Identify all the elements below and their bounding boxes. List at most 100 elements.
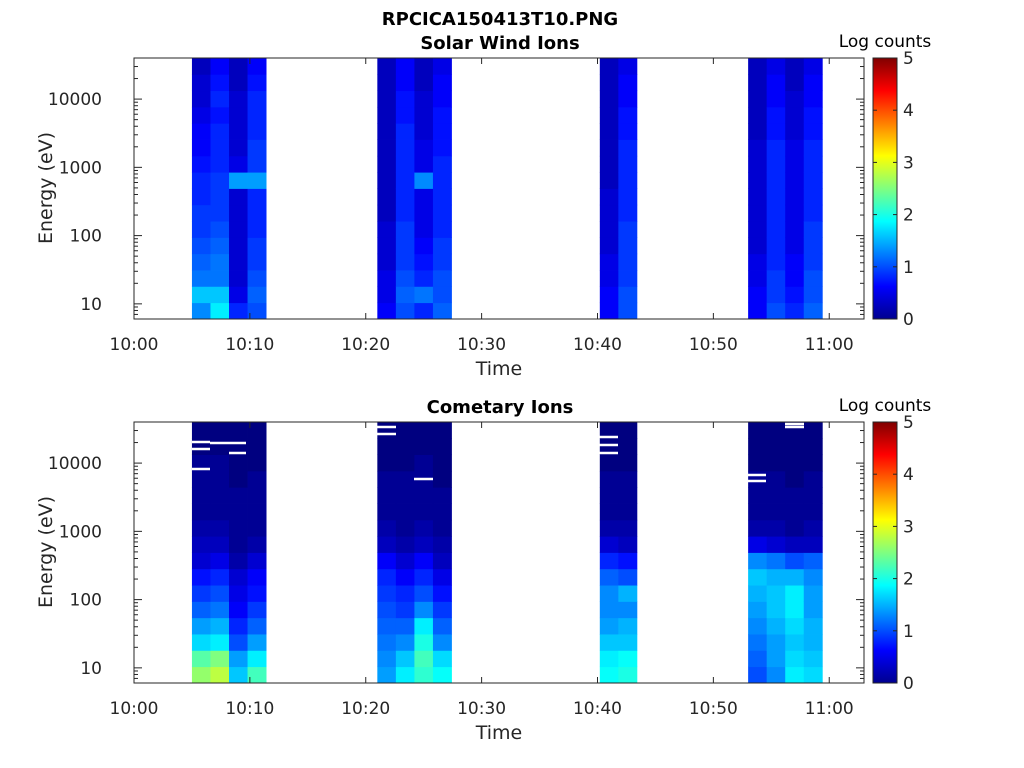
heatmap-cell — [229, 585, 248, 602]
heatmap-cell — [785, 650, 805, 668]
heatmap-cell — [599, 253, 619, 271]
heatmap-cell — [432, 204, 452, 222]
heatmap-cell — [395, 470, 415, 488]
heatmap-cell — [210, 74, 230, 92]
heatmap-cell — [210, 90, 230, 108]
heatmap-cell — [191, 552, 211, 570]
heatmap-cell — [247, 270, 267, 287]
heatmap-cell — [803, 666, 823, 684]
heatmap-cell — [432, 552, 452, 570]
heatmap-cell — [803, 237, 823, 255]
heatmap-cell — [414, 634, 434, 651]
heatmap-cell — [618, 58, 638, 75]
heatmap-cell — [785, 585, 805, 602]
heatmap-cell — [766, 188, 786, 206]
heatmap-cell — [803, 302, 823, 320]
heatmap-cell — [748, 155, 768, 173]
heatmap-cell — [191, 106, 211, 124]
heatmap-cell — [599, 58, 619, 75]
heatmap-cell — [785, 454, 805, 472]
heatmap-cell — [748, 237, 768, 255]
heatmap-cell — [766, 568, 786, 586]
heatmap-cell — [395, 123, 415, 140]
heatmap-cell — [229, 503, 248, 521]
heatmap-cell — [599, 666, 619, 684]
heatmap-cell — [229, 422, 248, 439]
heatmap-cell — [432, 123, 452, 140]
x-axis-label: Time — [475, 722, 523, 744]
colorbar-label: Log counts — [839, 396, 932, 416]
heatmap-cell — [748, 221, 768, 238]
heatmap-cell — [210, 650, 230, 668]
heatmap-cell — [395, 155, 415, 173]
heatmap-cell — [191, 503, 211, 521]
colorbar — [872, 57, 898, 320]
x-tick-label: 10:50 — [689, 699, 738, 719]
heatmap-cell — [210, 106, 230, 124]
heatmap-cell — [191, 286, 211, 304]
heatmap-cell — [766, 454, 786, 472]
heatmap-cell — [766, 270, 786, 287]
heatmap-cell — [618, 666, 638, 684]
heatmap-cell — [210, 470, 230, 488]
heatmap-cell — [618, 422, 638, 439]
heatmap-cell — [748, 270, 768, 287]
heatmap-cell — [803, 519, 823, 537]
heatmap-cell — [395, 204, 415, 222]
heatmap-cell — [377, 601, 397, 619]
heatmap-cell — [748, 666, 768, 684]
heatmap-cell — [766, 503, 786, 521]
figure-title: RPCICA150413T10.PNG — [382, 9, 618, 30]
heatmap-cell — [377, 536, 397, 553]
heatmap-cell — [618, 601, 638, 619]
heatmap-cell — [785, 617, 805, 635]
heatmap-cell — [191, 58, 211, 75]
heatmap-cell — [766, 634, 786, 651]
heatmap-cell — [395, 585, 415, 602]
heatmap-cell — [210, 422, 230, 439]
heatmap-cell — [414, 237, 434, 255]
heatmap-cell — [377, 634, 397, 651]
heatmap-cell — [599, 172, 619, 189]
heatmap-cell — [229, 123, 248, 140]
heatmap-cell — [395, 503, 415, 521]
heatmap-cell — [210, 155, 230, 173]
heatmap-cell — [229, 666, 248, 684]
heatmap-cell — [618, 286, 638, 304]
heatmap-cell — [599, 270, 619, 287]
heatmap-cell — [395, 634, 415, 651]
heatmap-cell — [766, 155, 786, 173]
heatmap-cell — [803, 487, 823, 504]
heatmap-cell — [191, 601, 211, 619]
heatmap-cell — [247, 106, 267, 124]
heatmap-cell — [229, 617, 248, 635]
heatmap-cell — [229, 568, 248, 586]
heatmap-cell — [766, 650, 786, 668]
heatmap-cell — [766, 286, 786, 304]
heatmap-cell — [785, 106, 805, 124]
x-tick-label: 11:00 — [805, 699, 854, 719]
heatmap-cell — [377, 470, 397, 488]
heatmap-cell — [414, 552, 434, 570]
heatmap-cell — [210, 552, 230, 570]
heatmap-cell — [210, 634, 230, 651]
heatmap-cell — [599, 585, 619, 602]
heatmap-cell — [247, 536, 267, 553]
heatmap-cell — [803, 650, 823, 668]
heatmap-cell — [618, 585, 638, 602]
heatmap-cell — [599, 74, 619, 92]
colorbar-tick-label: 2 — [903, 206, 914, 226]
heatmap-cell — [432, 503, 452, 521]
heatmap-cell — [432, 286, 452, 304]
colorbar-tick-label: 4 — [903, 465, 914, 485]
heatmap-cell — [247, 302, 267, 320]
x-tick-label: 10:30 — [457, 699, 506, 719]
heatmap-cell — [803, 221, 823, 238]
x-tick-label: 10:40 — [573, 335, 622, 355]
heatmap-cell — [803, 270, 823, 287]
heatmap-cell — [748, 601, 768, 619]
heatmap-cell — [618, 172, 638, 189]
heatmap-cell — [432, 470, 452, 488]
heatmap-cell — [748, 74, 768, 92]
